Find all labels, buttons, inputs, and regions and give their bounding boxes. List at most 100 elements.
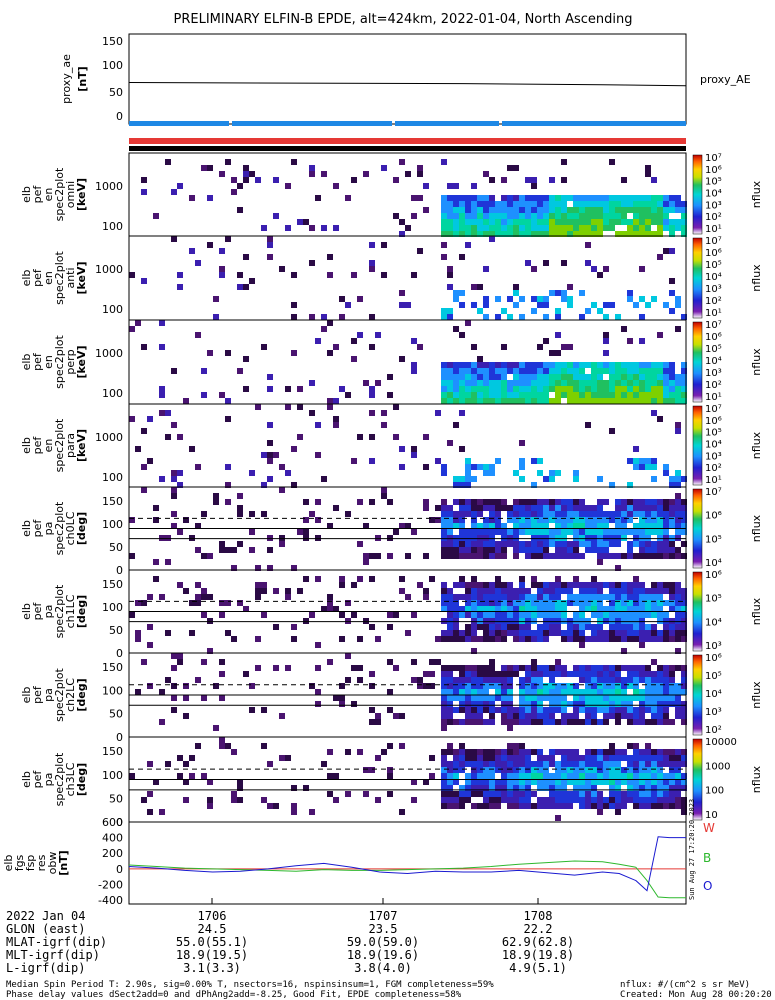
spectrogram-cell (309, 511, 315, 517)
spectrogram-cell (537, 547, 543, 553)
spectrogram-cell (459, 499, 465, 505)
spectrogram-cell (393, 612, 399, 618)
spectrogram-cell (555, 701, 561, 707)
spectrogram-cell (609, 201, 615, 207)
spectrogram-cell (657, 749, 663, 755)
spectrogram-cell (525, 231, 531, 237)
panel-ylabel: spec2plot (53, 251, 66, 305)
spectrogram-cell (621, 791, 627, 797)
spectrogram-cell (603, 314, 609, 320)
spectrogram-cell (207, 195, 213, 201)
spectrogram-cell (645, 773, 651, 779)
spectrogram-cell (609, 773, 615, 779)
spectrogram-cell (657, 511, 663, 517)
spectrogram-cell (303, 529, 309, 535)
spectrogram-cell (567, 302, 573, 308)
spectrogram-cell (561, 761, 567, 767)
spectrogram-cell (609, 207, 615, 213)
panel-ylabel: en (42, 439, 55, 453)
spectrogram-cell (489, 582, 495, 588)
spectrogram-cell (243, 386, 249, 392)
spectrogram-cell (597, 683, 603, 689)
spectrogram-cell (585, 671, 591, 677)
spectrogram-cell (285, 225, 291, 231)
spectrogram-cell (579, 701, 585, 707)
spectrogram-cell (501, 701, 507, 707)
spectrogram-cell (627, 398, 633, 404)
spectrogram-cell (147, 791, 153, 797)
spectrogram-cell (177, 434, 183, 440)
spectrogram-cell (243, 606, 249, 612)
spectrogram-cell (441, 499, 447, 505)
spectrogram-cell (597, 476, 603, 482)
spectrogram-cell (645, 797, 651, 803)
spectrogram-cell (585, 517, 591, 523)
spectrogram-cell (603, 368, 609, 374)
spectrogram-cell (561, 695, 567, 701)
spectrogram-cell (495, 618, 501, 624)
spectrogram-cell (561, 671, 567, 677)
spectrogram-cell (639, 713, 645, 719)
spectrogram-cell (177, 272, 183, 278)
spectrogram-cell (591, 380, 597, 386)
spectrogram-cell (591, 266, 597, 272)
spectrogram-cell (525, 689, 531, 695)
spectrogram-cell (669, 719, 675, 725)
spectrogram-cell (453, 553, 459, 559)
spectrogram-cell (519, 624, 525, 630)
spectrogram-cell (441, 195, 447, 201)
colorbar-label: nflux (750, 765, 763, 793)
spectrogram-cell (291, 482, 297, 488)
spectrogram-cell (513, 719, 519, 725)
spectrogram-cell (225, 630, 231, 636)
spectrogram-cell (585, 529, 591, 535)
spectrogram-cell (261, 743, 267, 749)
spectrogram-cell (471, 231, 477, 237)
data-coverage-bar (129, 146, 686, 151)
colorbar (692, 321, 703, 403)
spectrogram-cell (513, 213, 519, 219)
spectrogram-cell (495, 219, 501, 225)
spectrogram-cell (453, 624, 459, 630)
spectrogram-cell (261, 582, 267, 588)
spectrogram-cell (255, 565, 261, 571)
spectrogram-cell (525, 785, 531, 791)
spectrogram-cell (447, 231, 453, 237)
spectrogram-cell (441, 523, 447, 529)
spectrogram-cell (261, 588, 267, 594)
spectrogram-cell (591, 392, 597, 398)
spectrogram-cell (369, 344, 375, 350)
spectrogram-cell (513, 470, 519, 476)
spectrogram-cell (351, 701, 357, 707)
spectrogram-cell (411, 368, 417, 374)
spectrogram-cell (615, 803, 621, 809)
spectrogram-cell (573, 213, 579, 219)
spectrogram-cell (573, 600, 579, 606)
spectrogram-cell (615, 785, 621, 791)
spectrogram-cell (381, 422, 387, 428)
spectrogram-cell (453, 290, 459, 296)
spectrogram-cell (513, 665, 519, 671)
spectrogram-cell (513, 529, 519, 535)
panel-ytick: 150 (102, 495, 123, 508)
spectrogram-cell (681, 476, 687, 482)
proxy-ae-frame (128, 33, 687, 125)
spectrogram-cell (477, 624, 483, 630)
spectrogram-cell (645, 588, 651, 594)
ephem-value: 4.9(5.1) (509, 961, 567, 975)
spectrogram-cell (603, 547, 609, 553)
colorbar-tick: 10⁶ (705, 332, 722, 343)
time-tick-label: 1706 (198, 909, 227, 923)
spectrogram-cell (543, 719, 549, 725)
spectrogram-cell (507, 612, 513, 618)
spectrogram-cell (303, 576, 309, 582)
panel-ytick: 150 (102, 578, 123, 591)
spectrogram-cell (537, 213, 543, 219)
spectrogram-cell (531, 177, 537, 183)
spectrogram-cell (645, 553, 651, 559)
colorbar-tick: 10³ (705, 284, 722, 295)
spectrogram-cell (549, 588, 555, 594)
spectrogram-cell (447, 624, 453, 630)
spectrogram-cell (399, 302, 405, 308)
spectrogram-cell (669, 482, 675, 488)
